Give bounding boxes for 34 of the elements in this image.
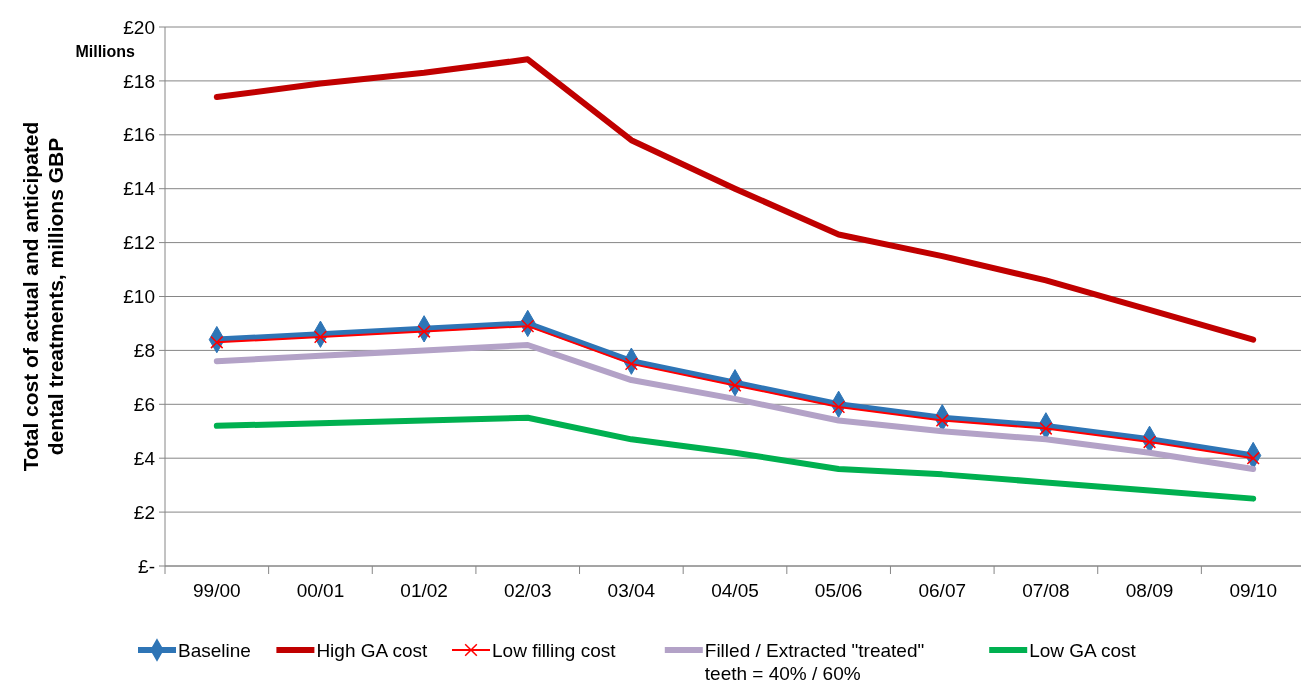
legend-label: Filled / Extracted "treated" teeth = 40% / 60% (704, 640, 925, 681)
y-tick-label: £4 (133, 447, 156, 469)
point (1039, 421, 1053, 436)
point (313, 330, 328, 344)
y-tick-label: £2 (133, 501, 155, 523)
x-tick-label: 07/08 (1022, 580, 1070, 601)
y-tick-label: £12 (123, 232, 155, 254)
y-tick-label: £- (138, 555, 155, 577)
x-tick-label: 02/03 (503, 580, 552, 601)
legend-label: High GA cost (316, 640, 428, 661)
x-tick-label: 00/01 (296, 580, 345, 601)
x-tick-label: 06/07 (918, 580, 967, 601)
x-tick-label: 05/06 (814, 580, 863, 601)
x-tick-label: 08/09 (1125, 580, 1174, 601)
x-tick-label: 99/00 (193, 580, 241, 601)
y-tick-label: £10 (123, 286, 155, 308)
point (935, 413, 949, 428)
point (417, 324, 431, 339)
y-tick-label: £18 (123, 70, 155, 92)
x-tick-label: 09/10 (1229, 580, 1277, 601)
text: Millions (75, 43, 136, 60)
y-tick-label: £16 (123, 124, 155, 146)
y-tick-label: £6 (133, 393, 155, 415)
x-tick-label: 01/02 (400, 580, 448, 601)
y-axis-title: Total cost of actual and anticipated dental treatments, millions GBP (19, 121, 67, 472)
y-tick-label: £20 (123, 16, 155, 38)
legend-label: Low filling cost (492, 640, 617, 661)
point (1142, 435, 1157, 449)
x-tick-label: 04/05 (711, 580, 759, 601)
y-tick-label: £8 (133, 340, 155, 362)
x-tick-label: 03/04 (607, 580, 656, 601)
legend-label: Baseline (178, 640, 251, 661)
y-tick-label: £14 (123, 178, 156, 200)
legend-label: Low GA cost (1029, 640, 1137, 661)
